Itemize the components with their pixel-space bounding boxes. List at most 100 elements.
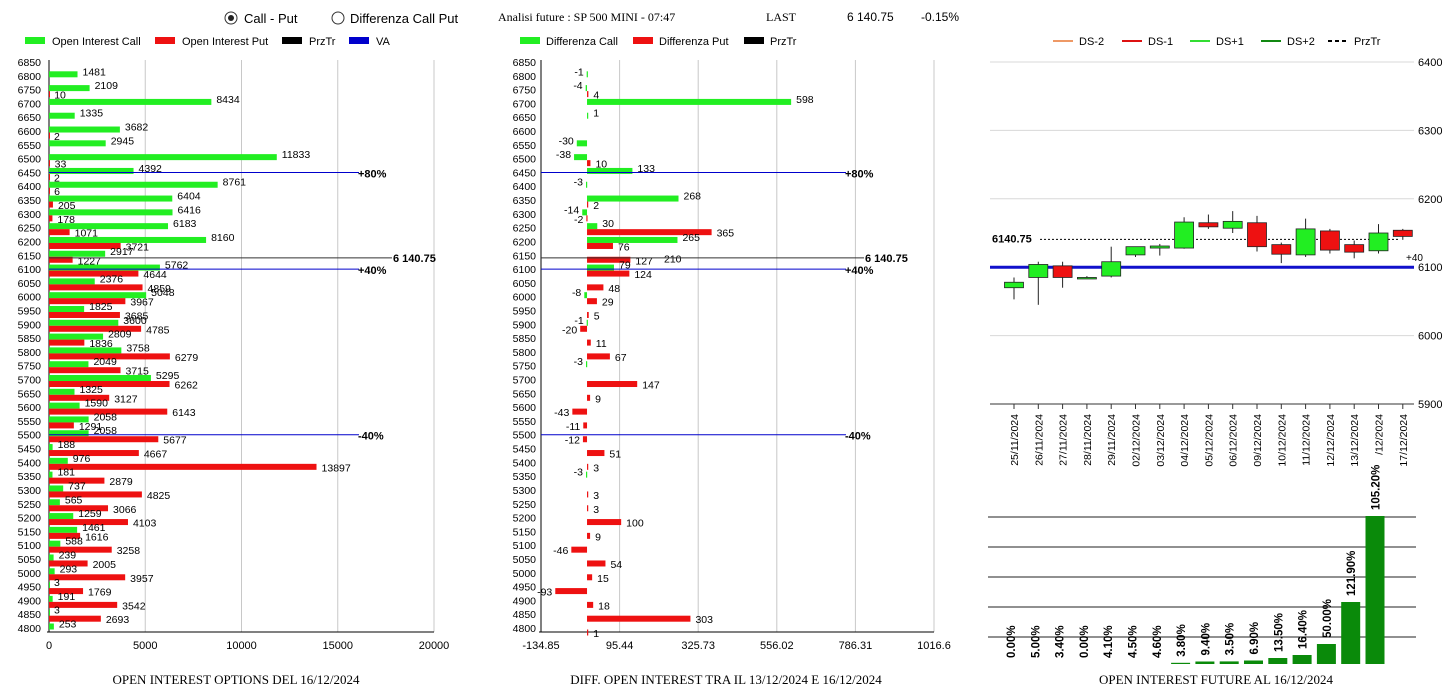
- put-value-label: 3066: [113, 504, 137, 516]
- x-tick-label: -134.85: [522, 640, 559, 652]
- put-value-label: 205: [58, 200, 76, 212]
- y-tick-label: 5950: [18, 305, 42, 317]
- future-oi-bar: [1268, 658, 1288, 664]
- x-tick-label: 13/12/2024: [1349, 414, 1361, 467]
- call-value-label: 8761: [223, 177, 247, 189]
- y-tick-label: 6100: [18, 264, 42, 276]
- future-oi-bar: [1292, 655, 1312, 664]
- call-bar: [49, 305, 85, 312]
- legend-label-2: PrzTr: [309, 36, 336, 48]
- call-value-label: 5048: [151, 287, 175, 299]
- diff-put-label: -2: [574, 214, 583, 226]
- diff-put-label: -93: [537, 587, 552, 599]
- call-bar: [49, 568, 55, 575]
- va-label: +80%: [358, 168, 387, 180]
- diff-put-bar: [555, 588, 588, 595]
- put-bar: [49, 173, 50, 180]
- put-value-label: 4785: [146, 324, 170, 336]
- diff-call-label: 30: [602, 218, 614, 230]
- put-value-label: 5677: [163, 435, 187, 447]
- future-oi-bar: [1316, 644, 1336, 664]
- y-tick-label: 5600: [513, 402, 537, 414]
- put-bar: [49, 408, 168, 415]
- call-value-label: 2049: [93, 356, 117, 368]
- future-oi-label: 121.90%: [1346, 551, 1358, 596]
- y-tick-label: 4900: [513, 595, 537, 607]
- y-tick-label: 6100: [1418, 262, 1442, 274]
- put-bar: [49, 394, 110, 401]
- open-interest-options-panel: Open Interest Call Open Interest Put PrzTr…: [18, 36, 450, 687]
- diff-call-bar: [585, 85, 588, 92]
- radio-call-put-label: Call - Put: [244, 11, 298, 26]
- diff-put-label: 303: [695, 614, 713, 626]
- diff-call-bar: [587, 236, 678, 243]
- y-tick-label: 5650: [513, 388, 537, 400]
- y-tick-label: 6000: [18, 292, 42, 304]
- diff-put-label: 9: [595, 531, 601, 543]
- put-value-label: 4103: [133, 518, 157, 530]
- diff-put-bar: [587, 229, 712, 236]
- put-value-label: 1291: [79, 421, 103, 433]
- x-tick-label: 27/11/2024: [1058, 414, 1070, 466]
- y-tick-label: 5850: [18, 333, 42, 345]
- put-bar: [49, 367, 121, 374]
- y-tick-label: 6800: [18, 71, 42, 83]
- y-tick-label: 6200: [513, 236, 537, 248]
- call-bar: [49, 485, 64, 492]
- put-value-label: 3715: [126, 366, 150, 378]
- y-tick-label: 6500: [513, 154, 537, 166]
- y-tick-label: 5300: [18, 485, 42, 497]
- call-value-label: 3: [54, 577, 60, 589]
- y-tick-label: 5600: [18, 402, 42, 414]
- call-bar: [49, 513, 74, 520]
- candle-body: [1149, 245, 1170, 249]
- y-tick-label: 4800: [513, 623, 537, 635]
- put-value-label: 2: [54, 172, 60, 184]
- x-tick-label: 28/11/2024: [1082, 414, 1094, 466]
- diff-call-bar: [586, 71, 588, 78]
- put-bar: [49, 477, 105, 484]
- put-bar: [49, 256, 73, 263]
- put-value-label: 3542: [122, 600, 146, 612]
- future-oi-label: 0.00%: [1006, 625, 1018, 658]
- diff-call-bar: [587, 167, 633, 174]
- x-tick-label: 1016.6: [917, 640, 951, 652]
- y-tick-label: 4850: [513, 609, 537, 621]
- y-tick-label: 6600: [18, 126, 42, 138]
- y-tick-label: 5150: [513, 526, 537, 538]
- y-tick-label: 6750: [18, 85, 42, 97]
- legend-label-0: Open Interest Call: [52, 36, 141, 48]
- candlestick-panel: DS-2 DS-1 DS+1 DS+2 PrzTr 6400 6300 6200 6100 600…: [990, 36, 1442, 467]
- candle-body: [1125, 246, 1146, 256]
- legend-label-1: DS-1: [1148, 36, 1173, 48]
- y-tick-label: 6400: [18, 181, 42, 193]
- future-oi-label: 4.10%: [1103, 625, 1115, 658]
- future-oi-label: 105.20%: [1371, 465, 1383, 510]
- call-bar: [49, 471, 53, 478]
- call-value-label: 976: [73, 453, 91, 465]
- diff-put-label: 127: [635, 255, 653, 267]
- call-bar: [49, 278, 95, 285]
- put-value-label: 4859: [148, 283, 172, 295]
- diff-call-bar: [584, 292, 588, 299]
- diff-put-label: 29: [602, 297, 614, 309]
- y-tick-label: 6350: [18, 195, 42, 207]
- diff-put-label: -12: [565, 435, 580, 447]
- put-bar: [49, 436, 159, 443]
- call-bar: [49, 167, 134, 174]
- y-tick-label: 6400: [513, 181, 537, 193]
- diff-put-label: 2: [593, 200, 599, 212]
- x-tick-label: 03/12/2024: [1155, 414, 1167, 467]
- radio-differenza[interactable]: Differenza Call Put: [331, 11, 459, 26]
- diff-call-bar: [576, 140, 588, 147]
- radio-call-put[interactable]: Call - Put: [224, 11, 298, 26]
- call-bar: [49, 195, 173, 202]
- diff-put-bar: [587, 615, 691, 622]
- diff-call-label: -30: [559, 135, 574, 147]
- future-oi-label: 16.40%: [1298, 610, 1310, 649]
- diff-put-label: -20: [562, 324, 577, 336]
- call-bar: [49, 499, 60, 506]
- y-tick-label: 5200: [513, 513, 537, 525]
- legend-swatch-3: [349, 37, 369, 44]
- future-oi-bar: [1365, 516, 1385, 664]
